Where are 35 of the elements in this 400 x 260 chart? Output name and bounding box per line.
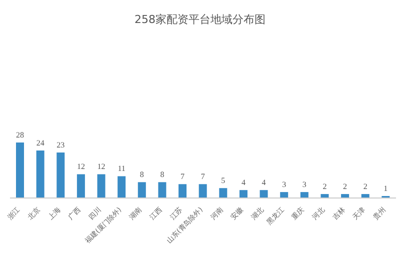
bar (219, 188, 228, 198)
data-label: 12 (76, 162, 85, 172)
bar (260, 190, 268, 198)
bar (239, 190, 248, 198)
data-label: 23 (56, 140, 65, 150)
bar (36, 150, 44, 198)
data-label: 8 (140, 170, 144, 180)
data-label: 8 (160, 170, 164, 180)
bar (118, 176, 126, 198)
bar (97, 174, 106, 198)
data-label: 3 (282, 180, 286, 190)
data-label: 24 (36, 138, 44, 148)
data-label: 2 (322, 182, 327, 192)
bar (280, 192, 288, 198)
data-label: 2 (343, 182, 348, 192)
data-label: 4 (262, 178, 266, 188)
bar (198, 184, 207, 198)
data-label: 12 (97, 162, 106, 172)
data-label: 11 (118, 164, 126, 174)
bar (56, 152, 65, 198)
text: 258家配资平台地域分布图 (134, 12, 266, 27)
data-label: 28 (16, 130, 24, 140)
data-label: 5 (221, 176, 226, 186)
data-label: 1 (384, 184, 388, 194)
bar (158, 182, 166, 198)
bar (76, 174, 85, 198)
data-label: 3 (302, 180, 306, 190)
bar (300, 192, 308, 198)
data-label: 4 (241, 178, 246, 188)
data-label: 2 (363, 182, 368, 192)
bar (178, 184, 187, 198)
bar (16, 142, 24, 198)
data-label: 7 (200, 172, 205, 182)
bar (138, 182, 146, 198)
data-label: 7 (180, 172, 185, 182)
